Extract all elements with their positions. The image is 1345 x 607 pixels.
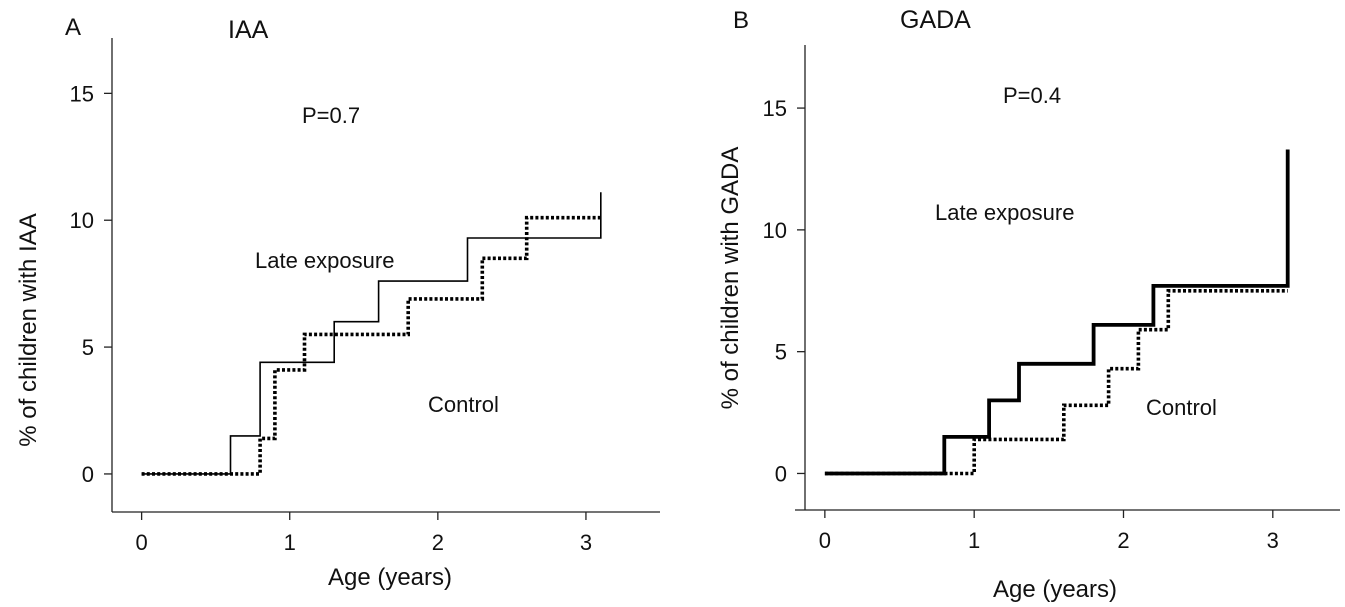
panel-a-pvalue: P=0.7 bbox=[302, 103, 360, 128]
panel-a-y-tick-label: 10 bbox=[70, 208, 94, 233]
panel-b-control-label: Control bbox=[1146, 395, 1217, 420]
panel-a-y-tick-label: 15 bbox=[70, 81, 94, 106]
panel-b-y-tick-label: 15 bbox=[763, 96, 787, 121]
panel-b-x-tick-label: 3 bbox=[1267, 528, 1279, 553]
panel-b-y-tick-label: 5 bbox=[775, 340, 787, 365]
panel-a-control-label: Control bbox=[428, 392, 499, 417]
panel-a-series-control bbox=[141, 215, 601, 476]
panel-b-letter: B bbox=[733, 7, 749, 34]
panel-b-late-label: Late exposure bbox=[935, 200, 1074, 225]
panel-a-x-tick-label: 0 bbox=[135, 530, 147, 555]
panel-a: A IAA 0 1 2 3 0 5 10 15 P=0.7 Late exposure Con… bbox=[15, 14, 660, 591]
panel-b-y-tick-label: 0 bbox=[775, 461, 787, 486]
panel-b-xlabel: Age (years) bbox=[993, 576, 1117, 603]
panel-a-title: IAA bbox=[228, 16, 269, 44]
panel-b-x-tick-label: 0 bbox=[819, 528, 831, 553]
panel-a-y-tick-label: 0 bbox=[82, 462, 94, 487]
panel-a-ylabel: % of children with IAA bbox=[15, 213, 42, 446]
panel-b: B GADA 0 1 2 3 0 5 10 15 P=0.4 Late exposure Co… bbox=[717, 6, 1340, 603]
panel-a-letter: A bbox=[65, 14, 81, 41]
panel-b-series-control bbox=[824, 289, 1288, 476]
panel-a-xlabel: Age (years) bbox=[328, 564, 452, 591]
panel-b-title: GADA bbox=[900, 6, 971, 34]
panel-b-series-late-exposure bbox=[824, 149, 1290, 476]
panel-b-axes: 0 1 2 3 0 5 10 15 bbox=[763, 45, 1340, 553]
panel-b-pvalue: P=0.4 bbox=[1003, 83, 1061, 108]
panel-b-ylabel: % of children with GADA bbox=[717, 147, 744, 410]
panel-a-series-late-exposure bbox=[141, 192, 602, 475]
panel-a-late-label: Late exposure bbox=[255, 248, 394, 273]
panel-b-x-tick-label: 2 bbox=[1117, 528, 1129, 553]
panel-b-x-tick-label: 1 bbox=[968, 528, 980, 553]
panel-a-axes: 0 1 2 3 0 5 10 15 bbox=[70, 38, 660, 555]
panel-a-x-tick-label: 3 bbox=[580, 530, 592, 555]
panel-a-x-tick-label: 2 bbox=[432, 530, 444, 555]
panel-b-y-tick-label: 10 bbox=[763, 218, 787, 243]
panel-a-y-tick-label: 5 bbox=[82, 335, 94, 360]
panel-a-x-tick-label: 1 bbox=[284, 530, 296, 555]
